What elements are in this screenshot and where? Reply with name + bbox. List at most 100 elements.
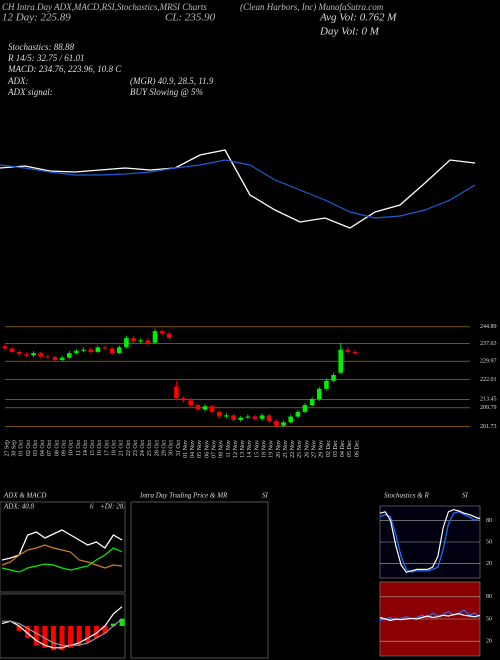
x-tick-label: 28 Oct — [154, 440, 160, 456]
header-text: Stochastics: 88.88 — [8, 42, 74, 52]
histogram-bar — [93, 626, 99, 639]
candle-body — [274, 421, 279, 426]
panel-frame — [0, 501, 126, 593]
candle-body — [224, 415, 229, 417]
x-tick-label: 01 Oct — [19, 440, 25, 456]
x-tick-label: 27 Sep — [4, 440, 10, 457]
x-tick-label: 29 Nov — [319, 440, 325, 458]
candle-body — [81, 349, 86, 351]
x-tick-label: 06 Nov — [204, 440, 210, 458]
histogram-bar — [119, 618, 125, 626]
header-text: R 14/5: 32.75 / 61.01 — [7, 53, 85, 63]
candle-body — [102, 347, 108, 349]
panel-title: SI — [262, 492, 269, 500]
histogram-bar — [110, 623, 116, 626]
x-tick-label: 29 Oct — [162, 440, 168, 456]
candle-body — [88, 349, 94, 352]
series-line — [379, 613, 481, 622]
candle-body — [74, 350, 79, 354]
x-tick-label: 06 Dec — [354, 440, 360, 457]
x-tick-label: 25 Nov — [297, 440, 303, 458]
candle-body — [16, 351, 22, 355]
candle-body — [188, 400, 194, 405]
x-tick-label: 18 Nov — [262, 440, 268, 458]
x-tick-label: 03 Dec — [333, 440, 339, 457]
candle-body — [116, 347, 122, 354]
series-line — [1, 547, 123, 573]
candle-body — [159, 331, 165, 334]
x-tick-label: 14 Nov — [247, 440, 253, 458]
series-line — [379, 511, 481, 573]
x-tick-label: 27 Nov — [312, 440, 318, 458]
panel-text: 6 — [90, 503, 94, 511]
x-tick-label: 08 Oct — [54, 440, 60, 456]
series-line — [2, 618, 123, 646]
y-tick-label: 20 — [486, 561, 492, 567]
candle-body — [259, 415, 265, 419]
candle-body — [124, 338, 129, 348]
y-tick-label: 201.73 — [480, 424, 497, 430]
x-tick-label: 17 Oct — [104, 440, 110, 456]
header: CH Intra Day ADX,MACD,RSI,Stochastics,MR… — [2, 2, 397, 97]
candle-body — [231, 415, 236, 420]
x-tick-label: 11 Nov — [226, 440, 232, 458]
y-tick-label: 213.45 — [480, 397, 497, 403]
header-text: Day Vol: 0 M — [319, 26, 380, 38]
y-tick-label: 222.01 — [480, 377, 497, 383]
candle-body — [174, 386, 179, 399]
candle-body — [295, 411, 301, 417]
histogram-bar — [50, 626, 56, 651]
histogram-bar — [16, 626, 22, 631]
series-line — [1, 529, 123, 561]
header-text: ADX signal: — [7, 87, 53, 97]
x-tick-label: 02 Oct — [26, 440, 32, 456]
candle-body — [302, 405, 308, 412]
header-text: BUY Slowing @ 5% — [130, 87, 203, 97]
x-tick-label: 24 Oct — [140, 440, 146, 456]
panel-text: +DI: 28. — [100, 503, 125, 511]
candle-body — [95, 347, 101, 352]
candle-body — [202, 406, 208, 410]
y-tick-label: 20 — [486, 639, 492, 645]
histogram-bar — [68, 626, 74, 648]
candle-body — [131, 338, 136, 342]
candle-body — [345, 349, 351, 352]
panel-frame — [0, 593, 126, 659]
candle-body — [324, 380, 329, 389]
x-tick-label: 05 Dec — [347, 440, 353, 457]
histogram-bar — [76, 626, 82, 646]
candle-body — [309, 399, 315, 405]
x-tick-label: 20 Nov — [276, 440, 282, 458]
candle-body — [216, 411, 222, 417]
candle-body — [338, 349, 344, 373]
x-tick-label: 10 Oct — [69, 440, 75, 456]
x-tick-label: 22 Oct — [126, 440, 132, 456]
candle-body — [52, 357, 58, 360]
panel-title: Intra Day Trading Price & MR — [139, 492, 228, 500]
x-tick-label: 08 Nov — [219, 440, 225, 458]
panel-labels: ADX & MACD ADX: 40.8 6 +DI: 28. Intra Da… — [3, 492, 469, 511]
series-line — [1, 544, 123, 569]
histogram-bar — [59, 626, 65, 651]
x-tick-label: 09 Oct — [62, 440, 68, 456]
x-tick-label: 26 Nov — [304, 440, 310, 458]
candle-body — [152, 331, 158, 343]
candle-body — [59, 357, 65, 360]
panel-title: Stochastics & R — [384, 492, 429, 500]
x-tick-label: 22 Nov — [290, 440, 296, 458]
x-tick-label: 15 Oct — [90, 440, 96, 456]
histogram-bar — [102, 626, 108, 634]
header-text: CH Intra Day ADX,MACD,RSI,Stochastics,MR… — [2, 2, 207, 12]
candle-body — [252, 416, 258, 419]
panel-title: ADX & MACD — [3, 492, 46, 500]
candle-body — [66, 353, 72, 358]
candle-body — [316, 388, 322, 400]
candle-body — [352, 351, 358, 354]
x-tick-label: 03 Oct — [33, 440, 39, 456]
x-tick-label: 31 Oct — [176, 440, 182, 456]
y-tick-label: 80 — [486, 594, 492, 600]
candle-body — [288, 416, 294, 423]
x-tick-label: 07 Nov — [212, 440, 218, 458]
x-tick-label: 11 Oct — [76, 440, 82, 456]
x-tick-label: 04 Oct — [40, 440, 46, 456]
